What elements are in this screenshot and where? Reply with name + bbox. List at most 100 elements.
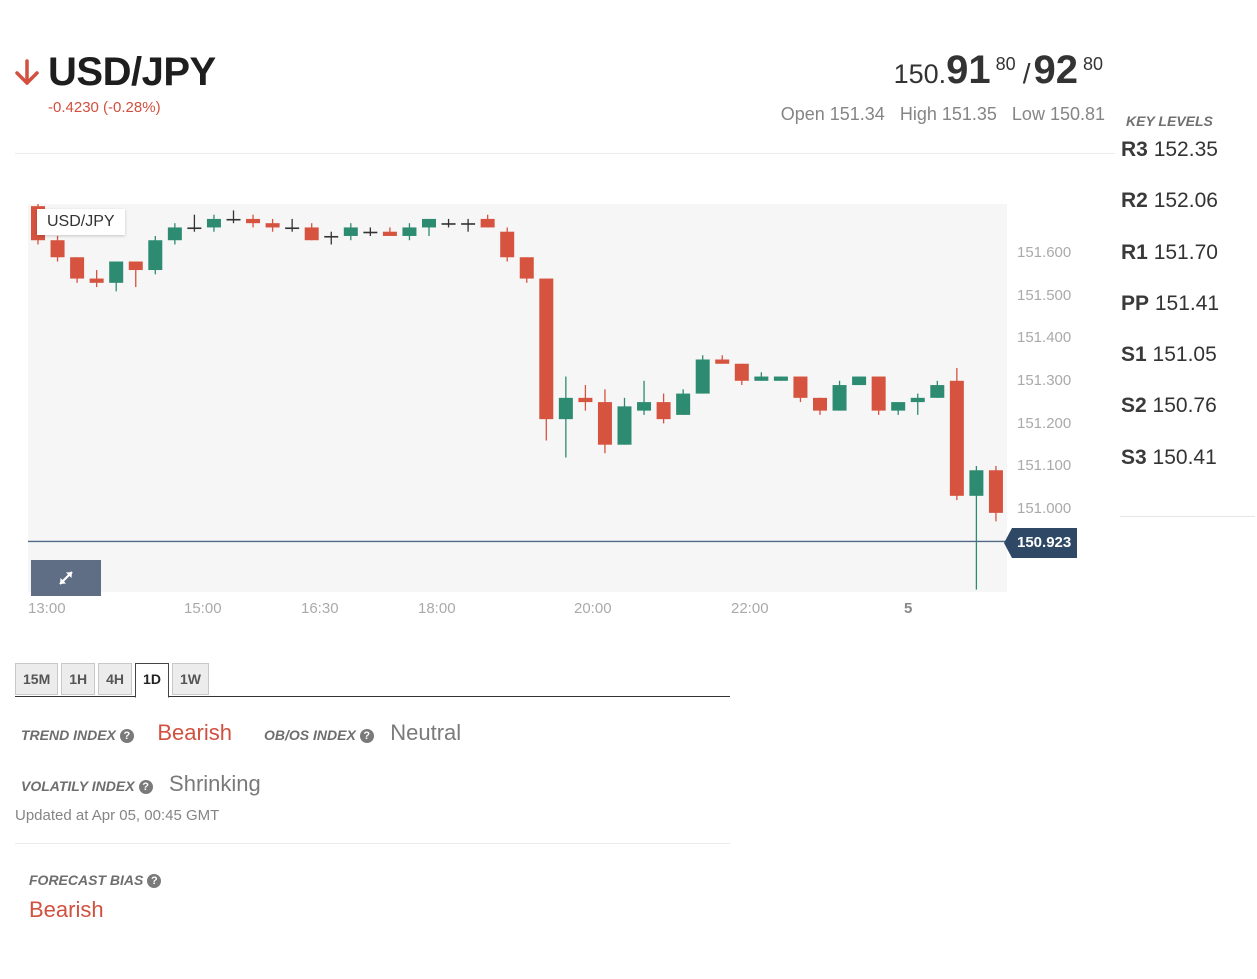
candle-body <box>304 227 319 241</box>
volatility-index: VOLATILY INDEX? Shrinking <box>21 769 261 802</box>
y-tick-label: 151.100 <box>1017 457 1072 474</box>
quote-separator: / <box>1022 58 1031 89</box>
candle-body <box>343 227 358 236</box>
candle <box>832 380 847 411</box>
candle-body <box>167 227 182 241</box>
volatility-index-label: VOLATILY INDEX <box>21 778 135 794</box>
candle-body <box>480 218 495 228</box>
y-tick-label: 151.200 <box>1017 415 1072 432</box>
candle-body <box>558 397 573 420</box>
trend-index-value: Bearish <box>157 720 232 745</box>
key-level-s1: S1 151.05 <box>1121 343 1217 367</box>
tab-4h[interactable]: 4H <box>98 663 133 695</box>
tab-1d[interactable]: 1D <box>135 663 169 698</box>
candle <box>246 214 261 228</box>
quote: 150.91 80/92 80 <box>894 48 1107 93</box>
candle <box>422 218 436 236</box>
candle-body <box>734 363 749 381</box>
candle <box>852 376 867 386</box>
candle-body <box>285 227 300 230</box>
candle-body <box>246 218 261 224</box>
candle-body <box>363 231 378 234</box>
key-level-r1: R1 151.70 <box>1121 241 1218 265</box>
key-level-r3: R3 152.35 <box>1121 138 1218 162</box>
candle <box>363 227 378 236</box>
candle-body <box>461 223 476 225</box>
question-circle-icon[interactable]: ? <box>147 874 162 888</box>
tab-1w[interactable]: 1W <box>171 663 209 695</box>
key-level-label: S3 <box>1121 446 1147 469</box>
candle-body <box>852 376 867 386</box>
candle <box>382 227 397 236</box>
candle-body <box>754 376 769 381</box>
candle <box>343 223 358 241</box>
candle <box>89 270 104 288</box>
candle-body <box>148 240 163 271</box>
candle <box>304 223 319 241</box>
forecast-bias-label: FORECAST BIAS <box>29 872 144 888</box>
expand-chart-button[interactable] <box>31 560 101 596</box>
forecast-bias-value: Bearish <box>29 897 104 922</box>
candle <box>539 278 554 441</box>
candle-body <box>265 223 280 228</box>
key-level-label: S1 <box>1121 343 1147 366</box>
candle <box>402 223 417 241</box>
obos-index-label: OB/OS INDEX <box>264 727 356 743</box>
candle-body <box>715 359 730 364</box>
candle-body <box>578 397 593 403</box>
trend-index: TREND INDEX? Bearish <box>21 718 232 751</box>
candle-body <box>597 402 612 445</box>
candle-body <box>988 470 1003 513</box>
candle <box>930 380 945 398</box>
high-value: High 151.35 <box>899 104 997 124</box>
candle <box>519 257 534 283</box>
price-change: -0.4230 (-0.28%) <box>48 99 161 116</box>
chart-symbol-label: USD/JPY <box>37 209 125 235</box>
candle <box>734 363 749 386</box>
candle-body <box>832 385 847 411</box>
candle <box>969 466 984 590</box>
key-level-value: 151.70 <box>1153 241 1218 264</box>
candle-body <box>813 397 827 411</box>
question-circle-icon[interactable]: ? <box>138 780 153 794</box>
candle <box>949 368 964 501</box>
candle <box>676 389 691 415</box>
tab-15m[interactable]: 15M <box>15 663 59 695</box>
candle <box>109 261 124 292</box>
key-level-label: S2 <box>1121 394 1147 417</box>
candle-body <box>187 227 202 230</box>
tab-1h[interactable]: 1H <box>61 663 96 695</box>
candle <box>891 402 906 415</box>
key-level-value: 152.06 <box>1153 189 1218 212</box>
candle-body <box>324 235 339 238</box>
timeframe-tabs: 15M 1H 4H 1D 1W <box>15 663 212 698</box>
candle <box>656 393 671 424</box>
price-chart[interactable] <box>28 204 1007 592</box>
trend-index-label: TREND INDEX <box>21 727 116 743</box>
open-value: Open 151.34 <box>780 104 885 124</box>
ask-pip: 80 <box>1082 54 1103 74</box>
current-price-tag: 150.923 <box>1003 528 1078 558</box>
question-circle-icon[interactable]: ? <box>119 729 134 743</box>
key-level-pp: PP 151.41 <box>1121 292 1219 316</box>
candle <box>500 227 515 262</box>
volatility-index-value: Shrinking <box>169 771 261 796</box>
x-tick-label: 22:00 <box>731 600 769 617</box>
ohl-stats: Open 151.34 High 151.35 Low 150.81 <box>781 104 1105 125</box>
candle <box>715 355 730 364</box>
divider <box>15 843 730 844</box>
obos-index-value: Neutral <box>390 720 462 745</box>
candle <box>637 380 652 415</box>
x-tick-label: 15:00 <box>184 600 222 617</box>
candle <box>226 210 241 224</box>
candle-body <box>793 376 808 398</box>
x-tick-label: 18:00 <box>418 600 456 617</box>
key-level-label: R2 <box>1121 189 1148 212</box>
candle-body <box>617 406 632 445</box>
key-levels-title: KEY LEVELS <box>1126 113 1213 129</box>
candle-body <box>70 257 85 279</box>
candle <box>695 355 710 394</box>
candle <box>441 218 456 228</box>
question-circle-icon[interactable]: ? <box>359 729 374 743</box>
candle-body <box>676 393 691 415</box>
